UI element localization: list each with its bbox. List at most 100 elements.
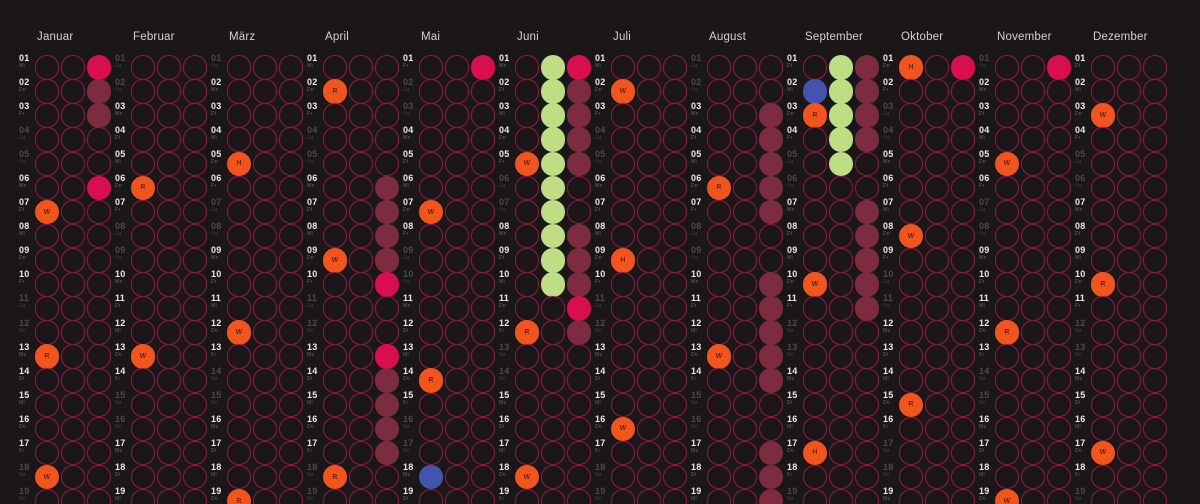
empty-day-cell[interactable]	[706, 392, 732, 418]
absence-cell[interactable]	[758, 464, 784, 490]
empty-day-cell[interactable]	[444, 223, 470, 249]
empty-day-cell[interactable]	[610, 199, 636, 225]
absence-cell[interactable]	[758, 488, 784, 504]
empty-day-cell[interactable]	[34, 55, 60, 80]
empty-day-cell[interactable]	[130, 440, 156, 466]
empty-day-cell[interactable]	[252, 368, 278, 393]
empty-day-cell[interactable]	[34, 151, 60, 177]
empty-day-cell[interactable]	[514, 272, 540, 297]
empty-day-cell[interactable]	[1046, 199, 1072, 225]
empty-day-cell[interactable]	[1020, 272, 1046, 297]
empty-day-cell[interactable]	[1142, 488, 1168, 504]
absence-cell[interactable]	[374, 368, 400, 393]
empty-day-cell[interactable]	[994, 392, 1020, 418]
empty-day-cell[interactable]	[60, 392, 86, 418]
empty-day-cell[interactable]	[898, 79, 924, 104]
empty-day-cell[interactable]	[924, 488, 950, 504]
empty-day-cell[interactable]	[1046, 272, 1072, 297]
empty-day-cell[interactable]	[636, 127, 662, 153]
empty-day-cell[interactable]	[130, 416, 156, 442]
absence-cell[interactable]	[540, 199, 566, 225]
empty-day-cell[interactable]	[636, 392, 662, 418]
empty-day-cell[interactable]	[706, 199, 732, 225]
absence-cell[interactable]	[374, 175, 400, 201]
empty-day-cell[interactable]	[898, 247, 924, 273]
empty-day-cell[interactable]	[1142, 296, 1168, 321]
empty-day-cell[interactable]	[610, 272, 636, 297]
empty-day-cell[interactable]	[470, 296, 496, 321]
absence-cell[interactable]	[566, 320, 592, 345]
empty-day-cell[interactable]	[226, 55, 252, 80]
empty-day-cell[interactable]	[636, 79, 662, 104]
empty-day-cell[interactable]	[1046, 344, 1072, 369]
empty-day-cell[interactable]	[130, 296, 156, 321]
empty-day-cell[interactable]	[1116, 272, 1142, 297]
absence-cell[interactable]	[374, 344, 400, 369]
empty-day-cell[interactable]	[1142, 103, 1168, 128]
empty-day-cell[interactable]	[348, 296, 374, 321]
empty-day-cell[interactable]	[278, 296, 304, 321]
empty-day-cell[interactable]	[950, 223, 976, 249]
empty-day-cell[interactable]	[60, 320, 86, 345]
absence-cell[interactable]: W	[706, 344, 732, 369]
empty-day-cell[interactable]	[374, 55, 400, 80]
empty-day-cell[interactable]	[802, 344, 828, 369]
empty-day-cell[interactable]	[950, 344, 976, 369]
empty-day-cell[interactable]	[924, 127, 950, 153]
empty-day-cell[interactable]	[130, 392, 156, 418]
empty-day-cell[interactable]	[1090, 488, 1116, 504]
empty-day-cell[interactable]	[950, 127, 976, 153]
empty-day-cell[interactable]	[60, 344, 86, 369]
empty-day-cell[interactable]	[374, 464, 400, 490]
empty-day-cell[interactable]	[418, 151, 444, 177]
absence-cell[interactable]: W	[994, 151, 1020, 177]
empty-day-cell[interactable]	[444, 296, 470, 321]
absence-cell[interactable]: W	[322, 247, 348, 273]
empty-day-cell[interactable]	[348, 103, 374, 128]
empty-day-cell[interactable]	[1046, 223, 1072, 249]
empty-day-cell[interactable]	[514, 368, 540, 393]
empty-day-cell[interactable]	[706, 440, 732, 466]
empty-day-cell[interactable]	[514, 55, 540, 80]
absence-cell[interactable]	[540, 151, 566, 177]
empty-day-cell[interactable]	[802, 416, 828, 442]
empty-day-cell[interactable]	[278, 368, 304, 393]
empty-day-cell[interactable]	[322, 440, 348, 466]
empty-day-cell[interactable]	[610, 440, 636, 466]
empty-day-cell[interactable]	[828, 296, 854, 321]
empty-day-cell[interactable]	[182, 127, 208, 153]
empty-day-cell[interactable]	[1142, 223, 1168, 249]
empty-day-cell[interactable]	[828, 368, 854, 393]
empty-day-cell[interactable]	[252, 296, 278, 321]
empty-day-cell[interactable]	[854, 392, 880, 418]
empty-day-cell[interactable]	[252, 440, 278, 466]
empty-day-cell[interactable]	[374, 320, 400, 345]
empty-day-cell[interactable]	[156, 344, 182, 369]
empty-day-cell[interactable]	[732, 127, 758, 153]
empty-day-cell[interactable]	[156, 464, 182, 490]
empty-day-cell[interactable]	[610, 392, 636, 418]
absence-cell[interactable]	[418, 464, 444, 490]
empty-day-cell[interactable]	[950, 247, 976, 273]
empty-day-cell[interactable]	[156, 272, 182, 297]
empty-day-cell[interactable]	[86, 272, 112, 297]
empty-day-cell[interactable]	[706, 103, 732, 128]
absence-cell[interactable]: H	[802, 440, 828, 466]
empty-day-cell[interactable]	[706, 464, 732, 490]
empty-day-cell[interactable]	[1046, 416, 1072, 442]
empty-day-cell[interactable]	[1090, 247, 1116, 273]
empty-day-cell[interactable]	[1020, 199, 1046, 225]
empty-day-cell[interactable]	[156, 296, 182, 321]
empty-day-cell[interactable]	[924, 392, 950, 418]
absence-cell[interactable]	[374, 416, 400, 442]
empty-day-cell[interactable]	[994, 247, 1020, 273]
absence-cell[interactable]	[1046, 55, 1072, 80]
empty-day-cell[interactable]	[444, 440, 470, 466]
empty-day-cell[interactable]	[828, 416, 854, 442]
empty-day-cell[interactable]	[182, 55, 208, 80]
empty-day-cell[interactable]	[540, 344, 566, 369]
empty-day-cell[interactable]	[514, 416, 540, 442]
empty-day-cell[interactable]	[322, 103, 348, 128]
empty-day-cell[interactable]	[60, 103, 86, 128]
empty-day-cell[interactable]	[802, 151, 828, 177]
